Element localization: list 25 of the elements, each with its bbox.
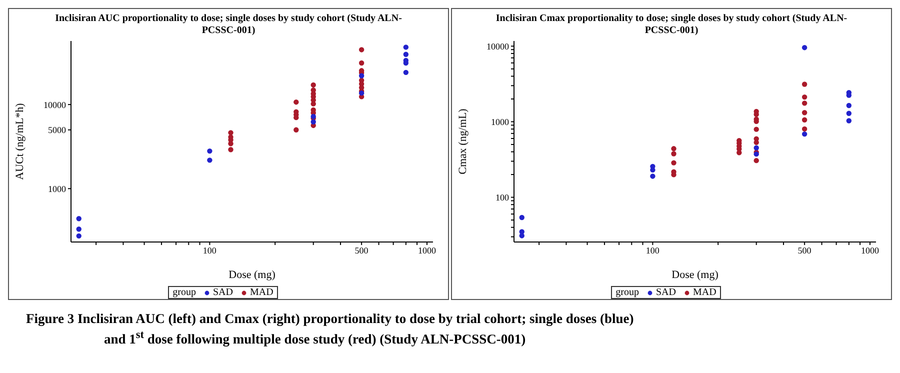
legend-label: MAD: [249, 287, 274, 298]
legend-label: SAD: [212, 287, 233, 298]
x-tick-label: 500: [798, 245, 812, 256]
caption: Figure 3 Inclisiran AUC (left) and Cmax (right) proportionality to dose by trial cohort; single doses (blue) and 1$^{st}$ dose following multiple dose study (red) (Study ALN-PCSSC-001): [26, 310, 635, 348]
legend-title: group: [172, 287, 196, 298]
legend-label: SAD: [654, 287, 676, 298]
y-tick-label: 100: [496, 192, 510, 202]
legend-label: MAD: [692, 287, 716, 298]
x-tick-label: 100: [646, 245, 660, 256]
y-axis-title: AUCt (ng/mL*h): [14, 102, 26, 180]
x-tick-label: 500: [354, 245, 369, 256]
x-axis-title: Dose (mg): [672, 269, 719, 281]
y-tick-label: 10000: [44, 100, 66, 110]
y-tick-label: 10000: [486, 41, 510, 52]
legend-title: group: [616, 287, 639, 298]
x-tick-label: 100: [202, 245, 217, 256]
y-tick-label: 1000: [48, 184, 66, 194]
y-tick-label: 5000: [48, 125, 66, 136]
chart-title: Inclisiran Cmax proportionality to dose; single doses by study cohort (Study ALN-PCSSC-001): [494, 13, 848, 37]
y-tick-label: 1000: [491, 116, 510, 127]
x-tick-label: 1000: [418, 245, 436, 256]
y-axis-title: Cmax (ng/mL): [456, 108, 469, 174]
x-tick-label: 1000: [860, 245, 880, 256]
chart-title: Inclisiran AUC proportionality to dose; single doses by study cohort (Study ALN-PCSSC-001): [54, 13, 403, 37]
x-axis-title: Dose (mg): [228, 269, 276, 281]
